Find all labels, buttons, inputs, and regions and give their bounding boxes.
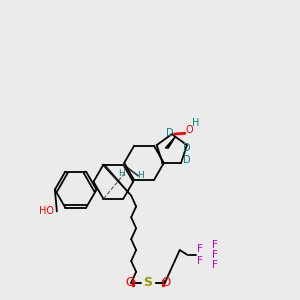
Text: H: H [192,118,199,128]
Text: H: H [118,169,124,178]
Text: H: H [137,171,143,180]
Text: S: S [143,276,152,289]
Text: F: F [212,250,218,260]
Text: F: F [196,244,202,254]
Text: F: F [212,260,218,270]
Text: O: O [161,276,170,289]
Text: HO: HO [40,206,55,216]
Text: F: F [212,240,218,250]
Text: D: D [183,143,190,153]
Text: O: O [186,125,194,135]
Polygon shape [165,136,176,148]
Text: O: O [126,276,135,289]
Text: D: D [183,155,190,165]
Text: D: D [166,128,174,138]
Text: F: F [196,256,202,266]
